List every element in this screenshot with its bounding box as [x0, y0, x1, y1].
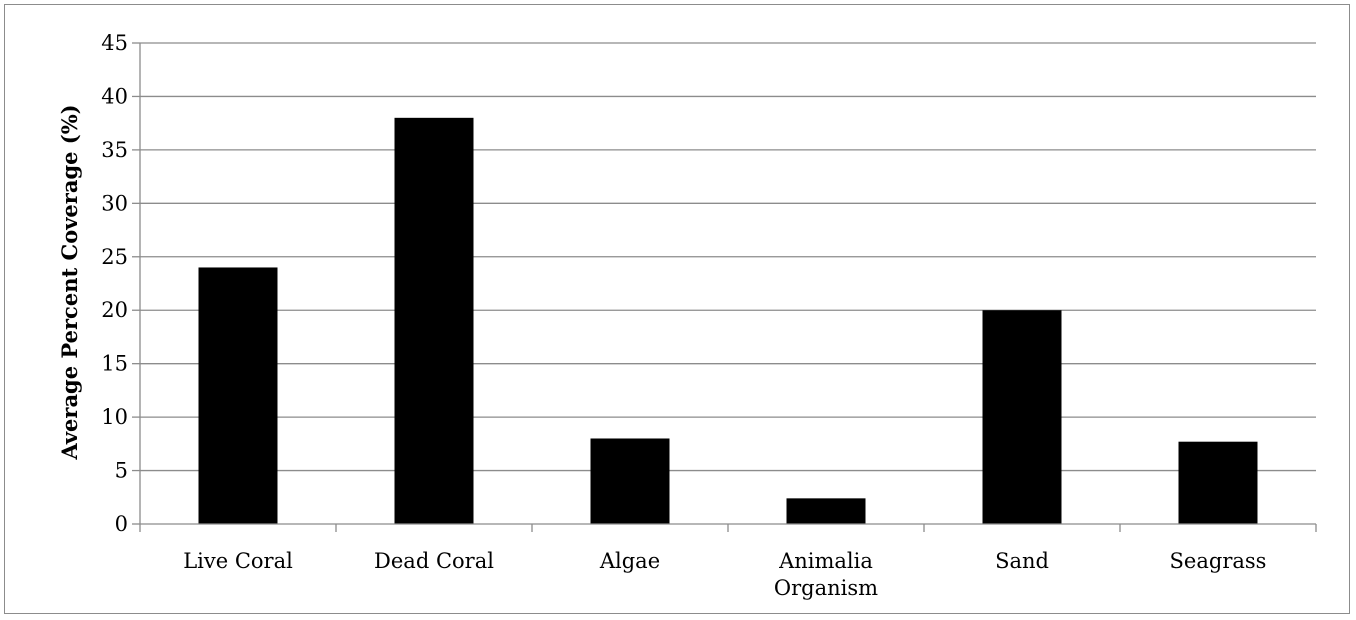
x-tick-label: Dead Coral: [374, 549, 494, 573]
bar: [590, 438, 670, 524]
gridlines: [140, 42, 1316, 472]
bar: [1178, 441, 1258, 524]
x-tick-label: Seagrass: [1170, 549, 1267, 573]
bar: [982, 310, 1062, 524]
y-tick-label: 40: [101, 84, 128, 108]
y-axis-title: Average Percent Coverage (%): [57, 104, 82, 460]
y-tick-label: 35: [101, 138, 128, 162]
x-tick-label: Algae: [599, 549, 660, 573]
x-tick-label: Sand: [995, 549, 1049, 573]
y-tick-label: 5: [115, 459, 128, 483]
y-tick-label: 15: [101, 352, 128, 376]
y-tick-label: 30: [101, 191, 128, 215]
x-tick-label: Animalia Organism: [774, 549, 878, 600]
bars: [198, 117, 1258, 525]
bar: [198, 267, 278, 524]
axes: [132, 42, 1317, 532]
y-tick-label: 10: [101, 405, 128, 429]
bar: [786, 498, 866, 524]
y-tick-label: 20: [101, 298, 128, 322]
x-tick-label: Live Coral: [183, 549, 293, 573]
y-tick-label: 25: [101, 245, 128, 269]
tick-labels: 0 5 10 15 20 25 30 35 40 45 Live Coral Dead Coral Al…: [101, 31, 1266, 600]
bar: [394, 117, 474, 525]
y-tick-label: 45: [101, 31, 128, 55]
y-tick-label: 0: [115, 512, 128, 536]
